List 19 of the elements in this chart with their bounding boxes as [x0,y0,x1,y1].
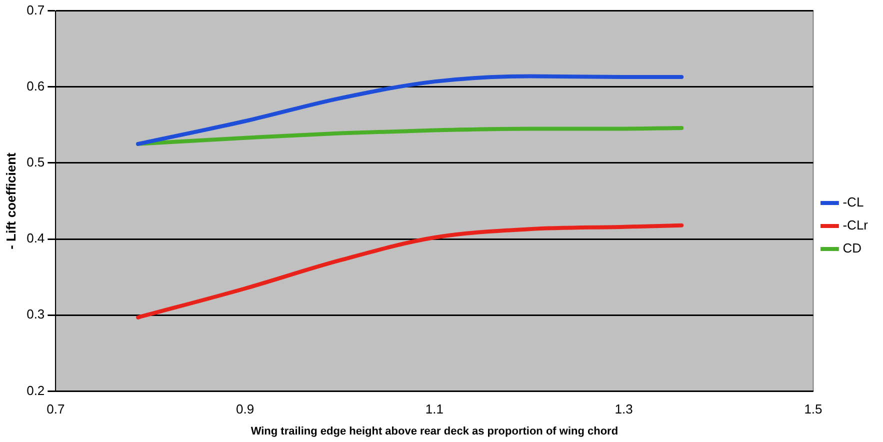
y-tick-label: 0.7 [26,2,45,18]
y-axis-title: - Lift coefficient [3,152,18,250]
line-series [136,126,684,146]
line-series [136,74,684,146]
y-tick-label: 0.3 [26,306,45,322]
x-tick-label: 1.1 [425,402,444,417]
x-tick-label: 0.9 [236,402,254,417]
y-tick-label: 0.6 [26,78,45,94]
legend-label: CD [842,240,862,256]
x-axis-title: Wing trailing edge height above rear deck as proportion of wing chord [250,425,618,438]
legend-label: -CLr [842,218,869,233]
legend-label: -CL [842,194,864,210]
x-tick-label: 0.7 [46,402,65,417]
y-tick-label: 0.5 [26,154,45,170]
y-tick-label: 0.2 [26,382,45,398]
y-tick-label: 0.4 [26,230,45,246]
line-series [136,223,684,320]
x-tick-label: 1.3 [614,402,633,417]
x-tick-label: 1.5 [804,402,822,417]
